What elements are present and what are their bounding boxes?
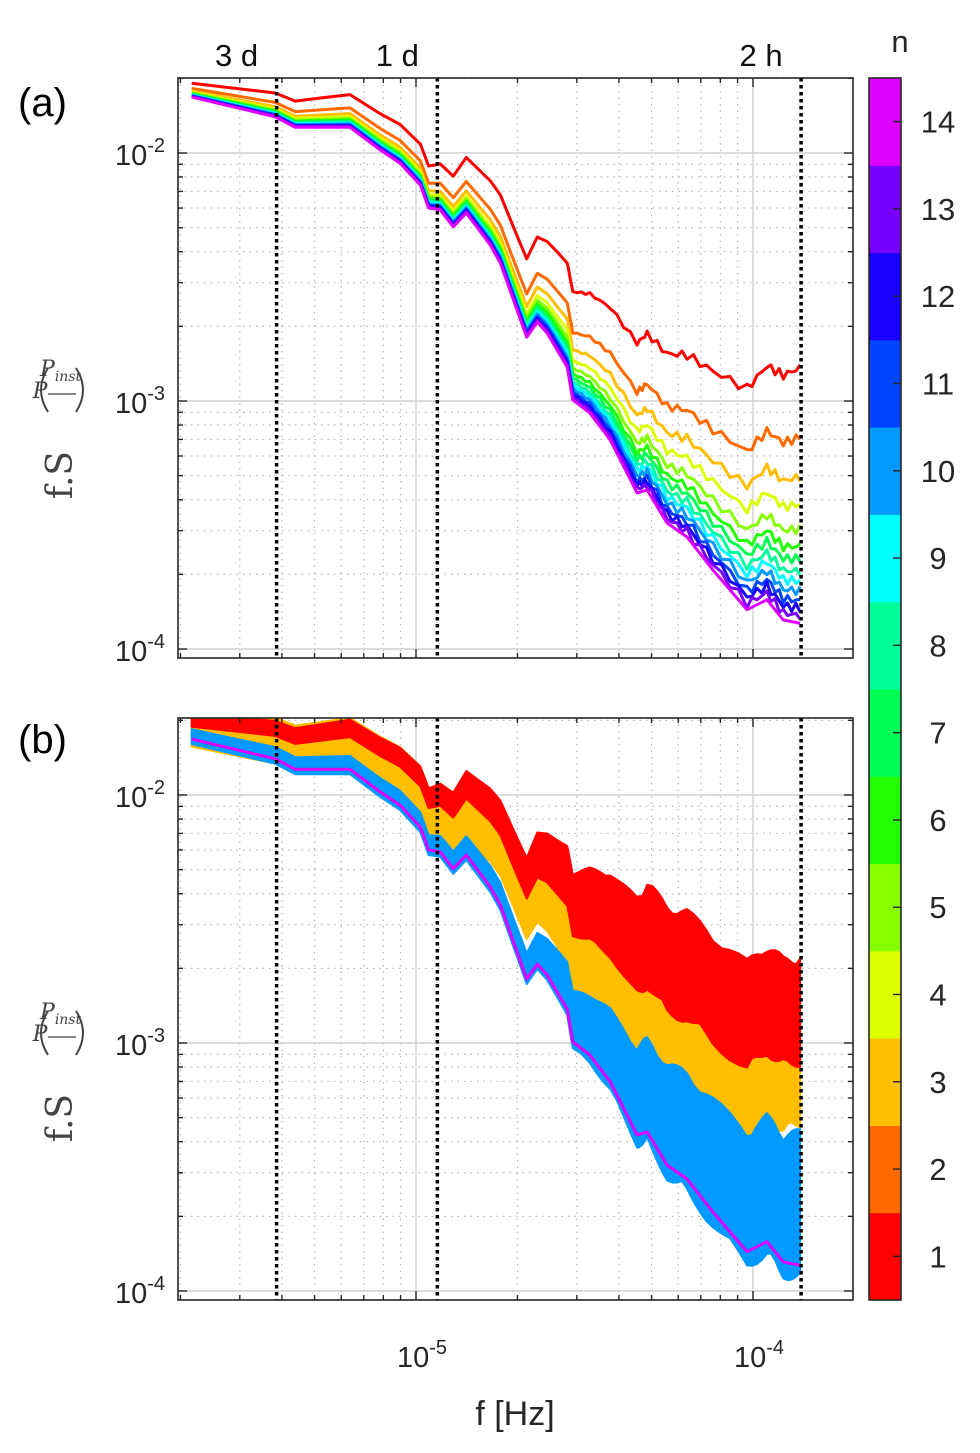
x-axis-label: f [Hz] <box>475 1395 554 1433</box>
colorbar-tick-label: 1 <box>929 1239 946 1274</box>
x-tick-label: 10-4 <box>734 1337 784 1374</box>
colorbar-tick-label: 12 <box>921 279 955 314</box>
series-line-n8 <box>191 93 802 576</box>
colorbar-title: n <box>891 24 908 59</box>
axis-ticks <box>178 77 853 1300</box>
colorbar-frame <box>868 77 902 1301</box>
colorbar-tick-label: 8 <box>929 628 946 663</box>
period-marker-label: 3 d <box>215 38 258 73</box>
y-tick-label: 10-3 <box>115 1025 165 1062</box>
y-tick-label: 10-4 <box>115 631 165 668</box>
plot-area-a <box>191 81 802 625</box>
ensemble-band-n1 <box>190 718 802 1069</box>
series-line-n14 <box>191 737 801 1267</box>
colorbar-tick-label: 4 <box>929 978 946 1013</box>
y-label-prefix: f.S <box>40 451 81 499</box>
series-line-n4 <box>191 90 801 515</box>
period-marker-label: 1 d <box>376 38 419 73</box>
y-label-numerator: P <box>32 1022 49 1047</box>
colorbar-tick-label: 9 <box>929 541 946 576</box>
y-tick-label: 10-2 <box>115 777 165 814</box>
series-line-n5 <box>191 91 802 536</box>
axes-box-a <box>177 77 854 659</box>
y-tick-label: 10-4 <box>115 1273 165 1310</box>
tick-labels: 10-2 10-2 10-3 10-3 10-4 10-4 10-5 10-4 <box>115 135 784 1374</box>
axes-box-b <box>177 717 854 1301</box>
colorbar-tick-label: 2 <box>929 1152 946 1187</box>
x-tick-label: 10-5 <box>397 1337 447 1374</box>
y-tick-label: 10-3 <box>115 383 165 420</box>
panel-label-a: (a) <box>18 81 67 125</box>
y-label-denominator: Pinst <box>39 357 81 385</box>
grid-panel-a <box>178 77 853 658</box>
colorbar-tick-label: 3 <box>929 1065 946 1100</box>
colorbar-tick-label: 11 <box>922 367 954 402</box>
colorbar-tick-label: 5 <box>929 890 946 925</box>
period-marker-label: 2 h <box>740 38 783 73</box>
left-paren-icon <box>40 1010 49 1056</box>
y-tick-label: 10-2 <box>115 135 165 172</box>
colorbar-tick-label: 13 <box>921 192 955 227</box>
series-line-n3 <box>191 89 802 491</box>
period-markers: 3 d 1 d 2 h <box>215 38 803 1300</box>
series-line-n9 <box>191 93 802 587</box>
y-label-denominator: Pinst <box>39 1000 81 1028</box>
colorbar-tick-label: 7 <box>929 716 946 751</box>
colorbar-tick-label: 14 <box>921 105 955 140</box>
panel-label-b: (b) <box>18 718 67 762</box>
y-label-prefix: f.S <box>40 1094 81 1142</box>
colorbar-tick-label: 6 <box>929 803 946 838</box>
series-line-n14 <box>191 95 801 625</box>
left-paren-icon <box>40 367 49 413</box>
y-label-numerator: P <box>32 379 49 404</box>
series-line-n2 <box>191 86 802 452</box>
ensemble-band-n3 <box>190 718 802 1145</box>
colorbar-tick-label: 10 <box>921 454 955 489</box>
series-line-n1 <box>191 81 802 391</box>
right-paren-icon <box>75 367 84 413</box>
right-paren-icon <box>75 1010 84 1056</box>
series-line-n6 <box>191 92 801 553</box>
